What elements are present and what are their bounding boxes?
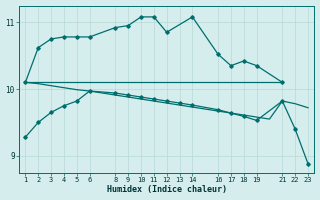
X-axis label: Humidex (Indice chaleur): Humidex (Indice chaleur) [107, 185, 227, 194]
